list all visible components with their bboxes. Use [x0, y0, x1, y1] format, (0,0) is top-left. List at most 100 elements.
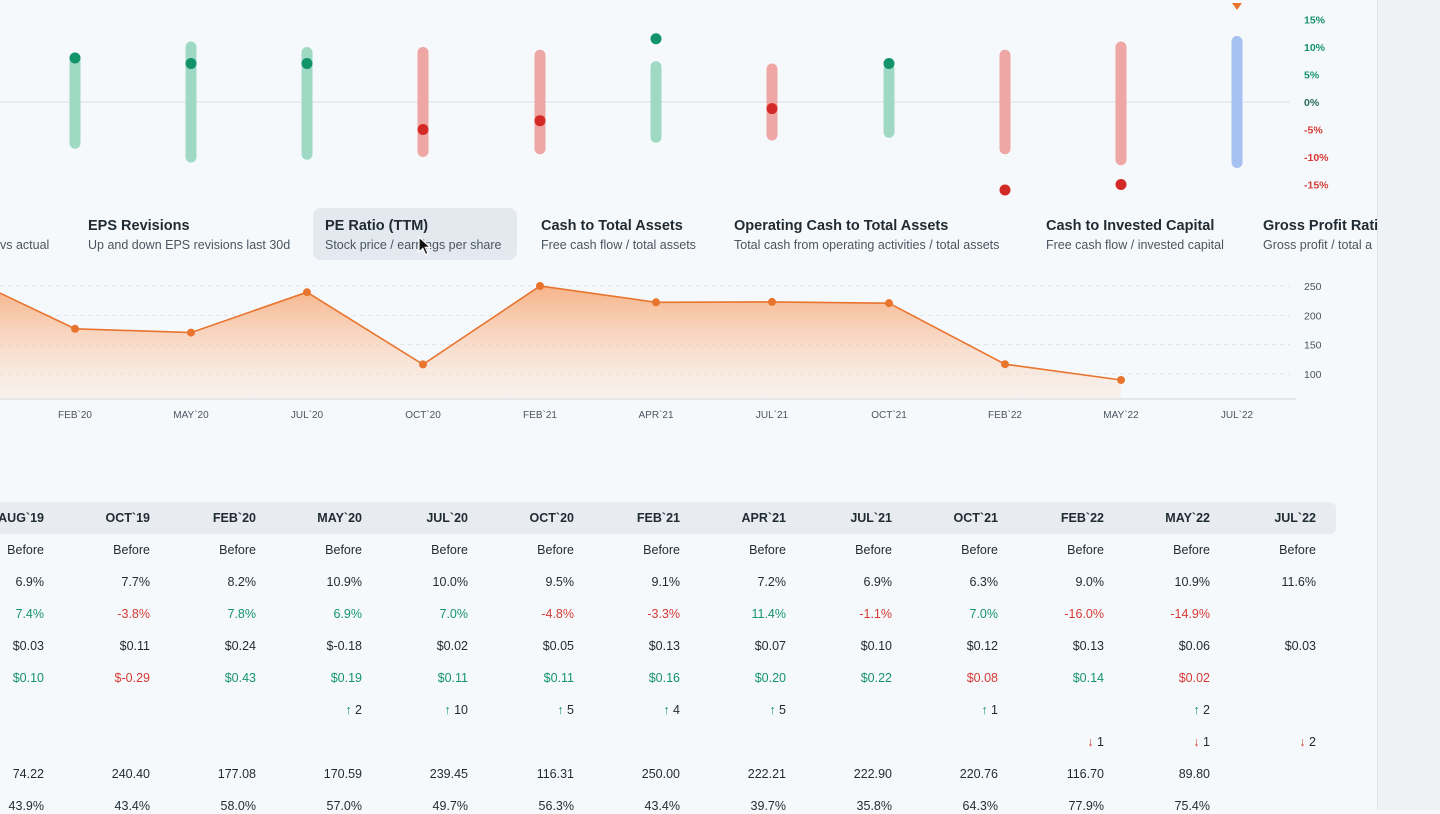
arrow-down-icon: ↓ — [1193, 735, 1204, 749]
revision-up-cell: ↑ 10 — [328, 702, 468, 718]
arrow-up-icon: ↑ — [769, 703, 780, 717]
metric-tab-subtitle: Gross profit / total a — [1263, 238, 1373, 252]
table-cell: 10.9% — [1174, 575, 1210, 589]
pe-data-point — [885, 299, 893, 308]
table-cell: 7.7% — [121, 575, 151, 589]
pe-area-fill — [0, 286, 1121, 399]
table-cell: Before — [961, 543, 998, 557]
table-cell: $0.02 — [1178, 671, 1210, 685]
table-cell: 177.08 — [217, 767, 256, 781]
table-cell: $0.02 — [436, 639, 468, 653]
table-cell: 74.22 — [12, 767, 44, 781]
table-cell: 89.80 — [1178, 767, 1210, 781]
surprise-actual-dot — [534, 115, 546, 127]
table-cell: $0.14 — [1072, 671, 1104, 685]
metric-tab[interactable]: Cash to Invested Capital Free cash flow /… — [1034, 208, 1236, 260]
metric-tab-subtitle: Total cash from operating activities / t… — [734, 238, 1000, 252]
revision-count: 1 — [991, 703, 998, 717]
table-cell: 6.9% — [15, 575, 45, 589]
table-cell: $0.03 — [12, 639, 44, 653]
x-tick-label: MAY`20 — [173, 409, 209, 421]
revision-count: 10 — [454, 703, 468, 717]
table-cell: $0.11 — [543, 671, 574, 685]
table-cell: $0.22 — [860, 671, 892, 685]
metric-tab[interactable]: PE Ratio (TTM) Stock price / earnings per… — [313, 208, 517, 260]
table-cell: Before — [537, 543, 574, 557]
y-tick-label: 150 — [1304, 340, 1322, 352]
pe-data-point — [536, 282, 544, 290]
right-gutter — [1377, 0, 1440, 810]
table-cell: 116.31 — [536, 767, 574, 781]
metric-tab[interactable]: vs actual — [0, 208, 61, 260]
table-cell: $0.08 — [966, 671, 998, 685]
mouse-cursor-icon — [418, 235, 432, 256]
x-tick-label: FEB`22 — [988, 409, 1022, 421]
surprise-actual-dot — [999, 184, 1011, 196]
arrow-up-icon: ↑ — [557, 703, 568, 717]
column-header: JUL`21 — [850, 511, 892, 525]
table-cell: 250.00 — [641, 767, 680, 781]
table-cell: Before — [1067, 543, 1104, 557]
table-cell: Before — [113, 543, 150, 557]
table-cell: $-0.29 — [114, 671, 150, 685]
surprise-actual-dot — [650, 33, 662, 45]
table-cell: $0.05 — [542, 639, 574, 653]
table-cell: -4.8% — [541, 607, 574, 621]
table-cell: 9.1% — [651, 575, 681, 589]
current-period-marker-icon — [1232, 3, 1242, 10]
column-header: MAY`20 — [317, 511, 362, 525]
revision-down-cell: ↓ 1 — [964, 734, 1104, 750]
pe-ratio-chart: 250 200 150 100 FEB`20 MAY`20 JUL`20 OCT`20 FEB`… — [0, 281, 1322, 421]
metric-tab-subtitle: Free cash flow / total assets — [541, 238, 696, 252]
table-cell: 7.0% — [969, 607, 999, 621]
revision-up-cell: ↑ 2 — [1070, 702, 1210, 718]
pe-data-point — [1117, 375, 1125, 384]
table-cell: Before — [1173, 543, 1210, 557]
metric-tab[interactable]: Gross Profit Ratio Gross profit / total a — [1251, 208, 1377, 260]
pe-data-point — [419, 360, 427, 369]
metric-tab-subtitle: Free cash flow / invested capital — [1046, 238, 1224, 252]
column-header: JUL`22 — [1274, 511, 1316, 525]
surprise-actual-dot — [185, 58, 197, 69]
table-cell: 240.40 — [111, 767, 150, 781]
metric-tab-title: Gross Profit Ratio — [1263, 218, 1377, 234]
table-cell: Before — [749, 543, 786, 557]
table-cell: $0.06 — [1178, 639, 1210, 653]
revision-count: 1 — [1097, 735, 1104, 749]
surprise-actual-dot — [417, 124, 429, 135]
table-cell: 220.76 — [959, 767, 998, 781]
surprise-actual-dot — [883, 58, 895, 69]
revision-down-cell: ↓ 2 — [1176, 734, 1316, 750]
table-cell: 7.8% — [227, 607, 257, 621]
pe-data-point — [303, 288, 311, 297]
surprise-actual-dot — [301, 58, 313, 69]
table-cell: 239.45 — [429, 767, 468, 781]
table-cell: -16.0% — [1064, 607, 1104, 621]
table-cell: $0.10 — [12, 671, 44, 685]
table-cell: 222.21 — [747, 767, 786, 781]
surprise-actual-dot — [69, 52, 81, 64]
metric-tab[interactable]: EPS Revisions Up and down EPS revisions l… — [76, 208, 302, 260]
table-cell: 7.4% — [15, 607, 45, 621]
table-cell: 7.0% — [439, 607, 469, 621]
revision-count: 5 — [567, 703, 574, 717]
arrow-down-icon: ↓ — [1087, 735, 1098, 749]
column-header: OCT`21 — [953, 511, 998, 525]
revision-up-cell: ↑ 5 — [434, 702, 574, 718]
revision-count: 2 — [1309, 735, 1316, 749]
metric-tab-title — [0, 217, 49, 236]
arrow-up-icon: ↑ — [345, 703, 356, 717]
table-cell: 11.4% — [751, 607, 786, 621]
table-cell: $0.13 — [648, 639, 680, 653]
column-header: MAY`22 — [1165, 511, 1210, 525]
table-cell: $0.19 — [330, 671, 362, 685]
x-tick-label: FEB`21 — [523, 409, 557, 421]
metric-tab-subtitle: Stock price / earnings per share — [325, 238, 502, 252]
table-cell: -14.9% — [1170, 607, 1210, 621]
table-header — [0, 502, 1336, 534]
column-header: FEB`20 — [212, 511, 256, 525]
metric-tab[interactable]: Operating Cash to Total Assets Total cash… — [722, 208, 1011, 260]
table-cell: 10.0% — [432, 575, 468, 589]
metric-tab[interactable]: Cash to Total Assets Free cash flow / tot… — [529, 208, 708, 260]
y-tick-label: -10% — [1304, 152, 1329, 164]
